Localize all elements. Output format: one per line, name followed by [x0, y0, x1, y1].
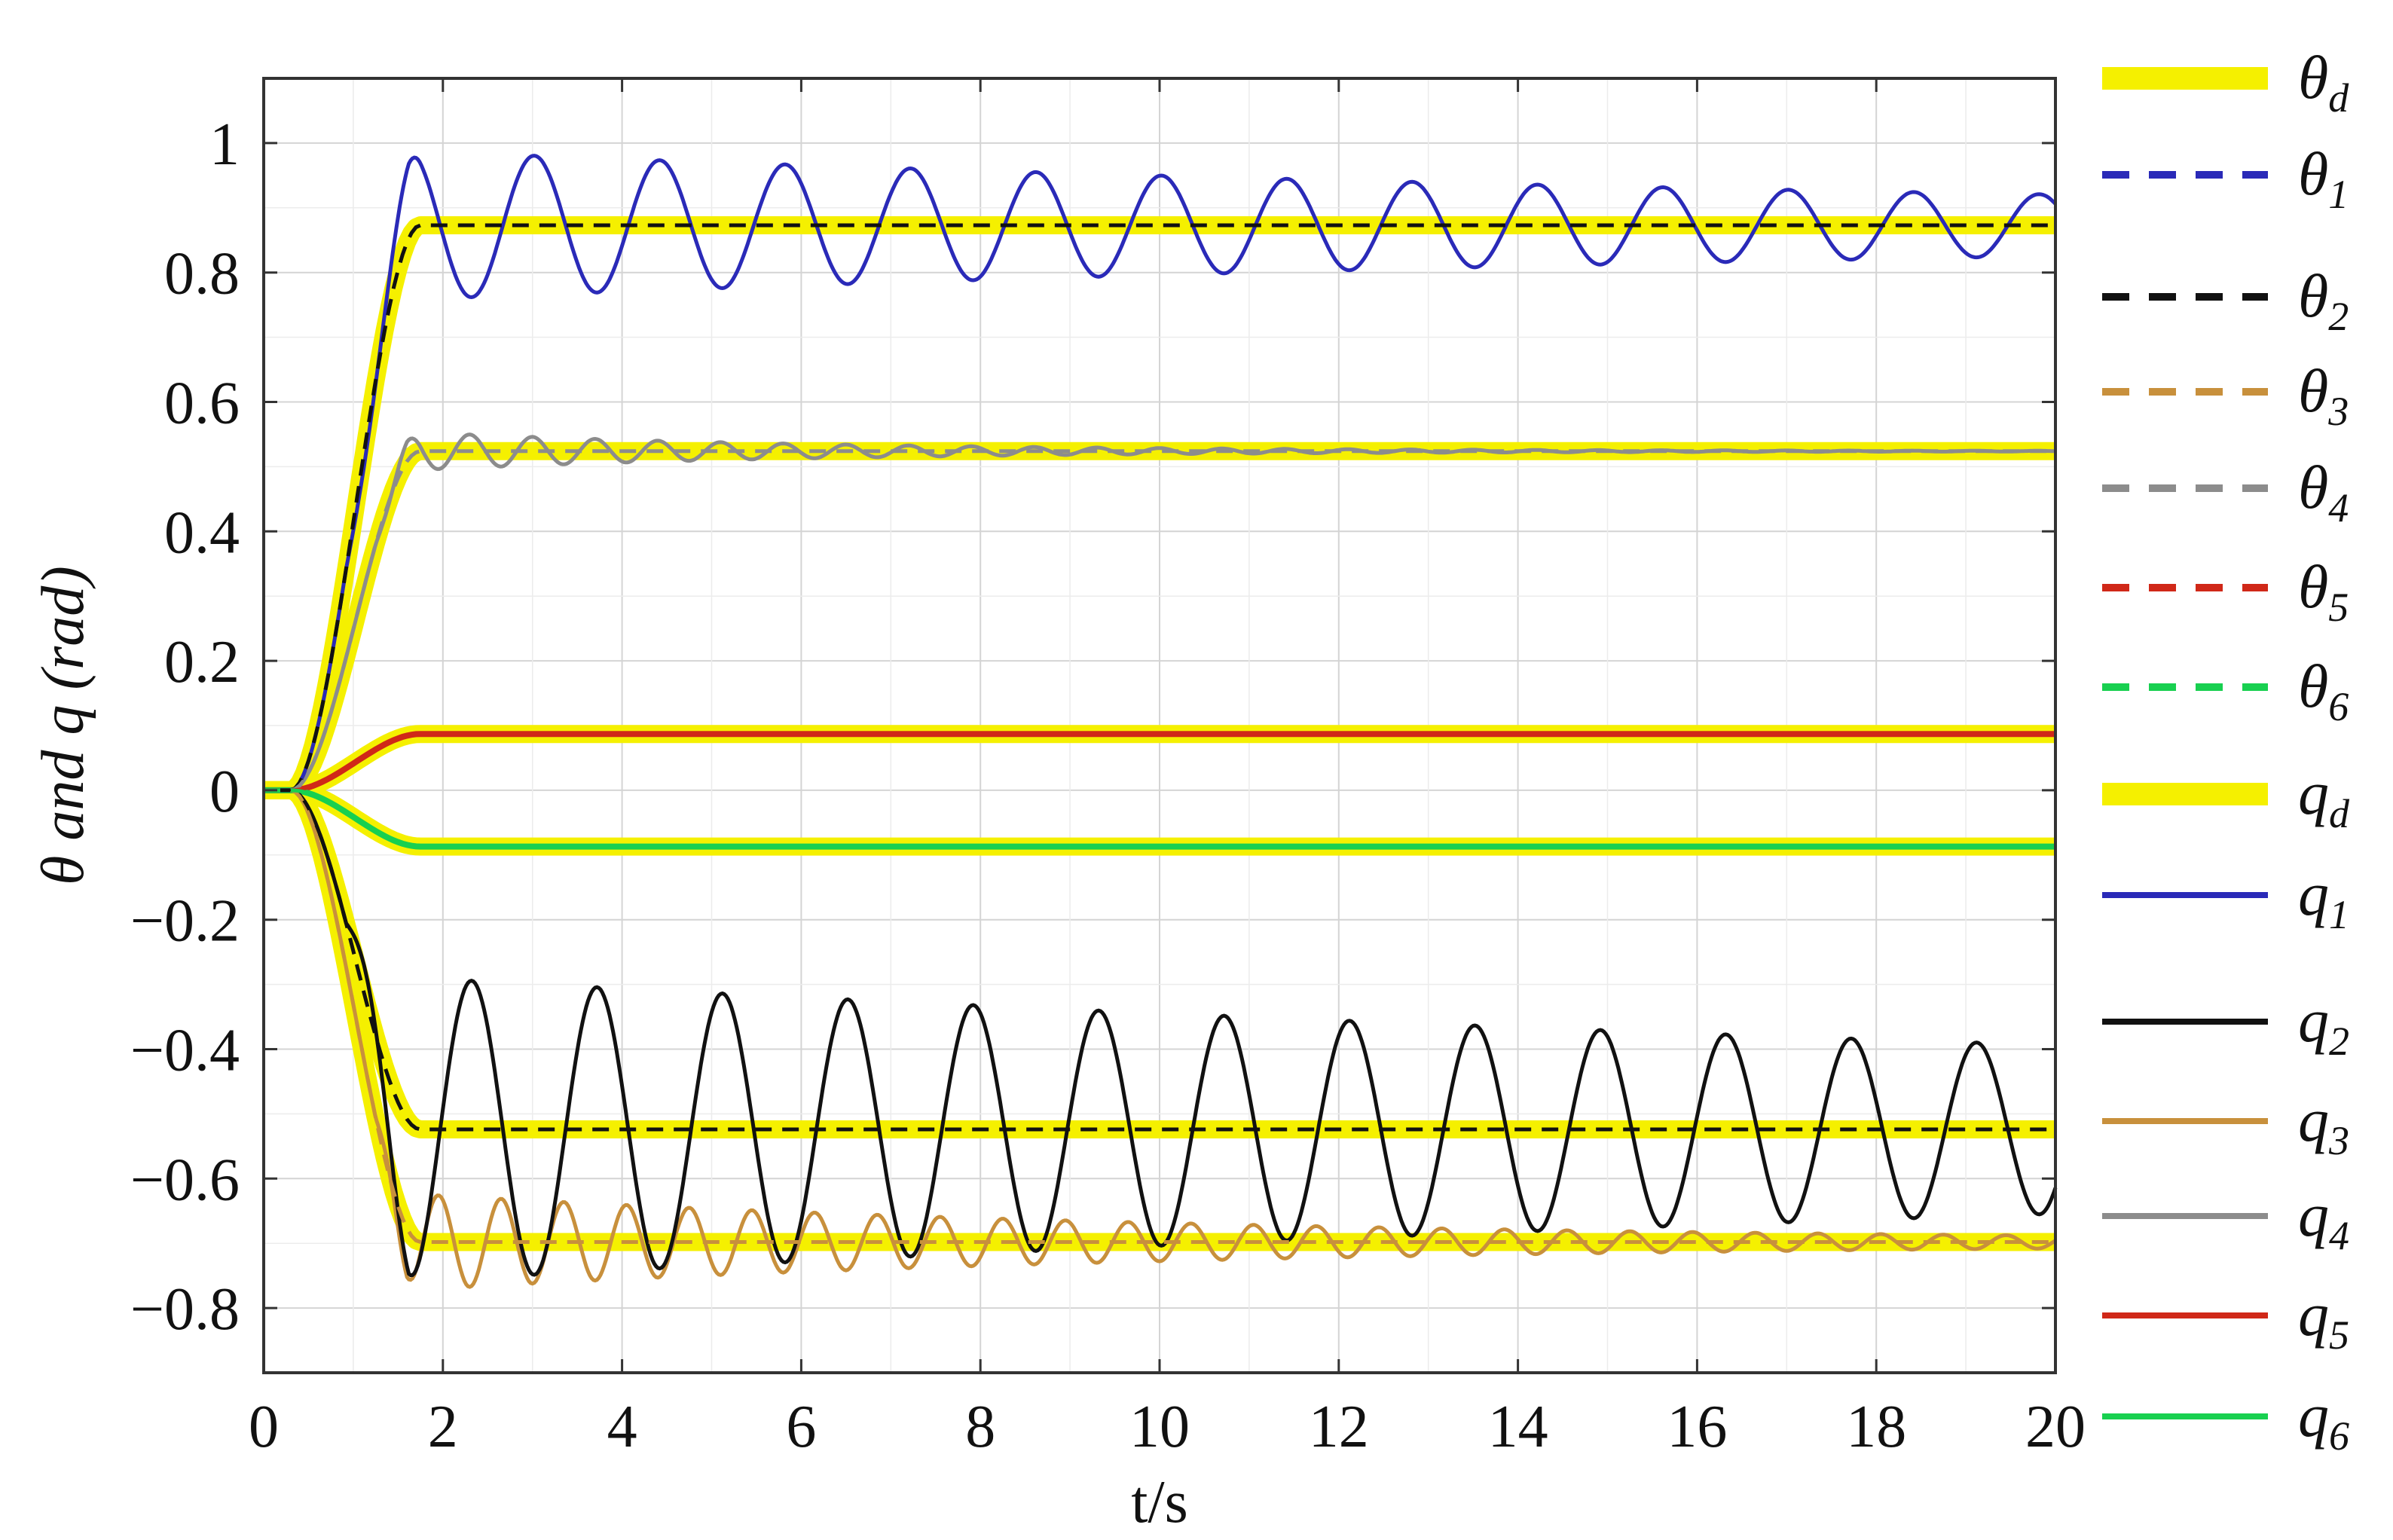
x-tick-label: 8 — [965, 1394, 995, 1460]
y-axis-label: θ and q (rad) — [30, 566, 96, 885]
legend-item: θ2 — [2102, 261, 2349, 339]
series-line-q3 — [264, 788, 2057, 1289]
y-tick-label: 0.4 — [164, 500, 240, 566]
legend-label-θ4: θ4 — [2298, 453, 2349, 530]
legend-item: q4 — [2102, 1181, 2349, 1258]
series-line-θ6 — [264, 788, 2055, 849]
legend-label-θ6: θ6 — [2298, 652, 2349, 729]
desired-trajectory-line — [258, 781, 2061, 1251]
legend-label-θ5: θ5 — [2298, 552, 2349, 630]
x-tick-label: 12 — [1309, 1394, 1369, 1460]
legend-item: θ3 — [2102, 356, 2349, 434]
legend-label-θd: θd — [2298, 43, 2349, 121]
x-tick-label: 18 — [1846, 1394, 1906, 1460]
legend-label-qd: qd — [2298, 759, 2350, 836]
legend-item: θd — [2102, 43, 2349, 121]
legend-label-θ3: θ3 — [2298, 356, 2349, 434]
legend-item: q3 — [2102, 1086, 2349, 1163]
x-tick-label: 14 — [1488, 1394, 1548, 1460]
series-line-q1 — [264, 154, 2057, 793]
grid-layer — [263, 78, 2056, 1373]
legend-label-q4: q4 — [2298, 1181, 2349, 1258]
legend-item: q2 — [2102, 986, 2349, 1064]
legend-label-q2: q2 — [2298, 986, 2349, 1064]
y-tick-label: 0.8 — [164, 241, 240, 307]
series-layer — [258, 154, 2061, 1289]
legend-label-q5: q5 — [2298, 1280, 2349, 1358]
legend-item: θ6 — [2102, 652, 2349, 729]
series-line-q2 — [264, 788, 2058, 1278]
y-tick-label: 0.6 — [164, 371, 240, 437]
x-tick-label: 16 — [1667, 1394, 1727, 1460]
legend-item: θ5 — [2102, 552, 2349, 630]
y-tick-label: −0.4 — [130, 1018, 240, 1084]
legend-label-q6: q6 — [2298, 1381, 2349, 1459]
y-tick-label: −0.8 — [130, 1276, 240, 1343]
legend-label-q3: q3 — [2298, 1086, 2349, 1163]
y-tick-label: 0.2 — [164, 629, 240, 695]
x-tick-label: 0 — [249, 1394, 279, 1460]
series-line-θ5 — [264, 732, 2055, 793]
x-tick-label: 2 — [428, 1394, 458, 1460]
legend-label-θ2: θ2 — [2298, 261, 2349, 339]
legend-label-θ1: θ1 — [2298, 139, 2349, 217]
legend-label-q1: q1 — [2298, 860, 2349, 937]
legend-item: q5 — [2102, 1280, 2349, 1358]
x-tick-label: 4 — [607, 1394, 637, 1460]
legend-item: θ1 — [2102, 139, 2349, 217]
series-line-q4 — [264, 432, 2056, 793]
x-axis-label: t/s — [1131, 1469, 1188, 1535]
x-tick-label: 10 — [1129, 1394, 1190, 1460]
x-tick-label: 20 — [2025, 1394, 2086, 1460]
legend-item: q6 — [2102, 1381, 2349, 1459]
x-tick-label: 6 — [786, 1394, 816, 1460]
y-tick-label: −0.6 — [130, 1147, 240, 1213]
legend: θd θ1 θ2 θ3 θ4 θ5 θ6 qd q1 q2 q3 q4 q5 q6 — [2102, 43, 2350, 1459]
y-tick-label: −0.2 — [130, 888, 240, 955]
legend-item: q1 — [2102, 860, 2349, 937]
tick-layer: 0 2 4 6 8 10 12 14 16 18 20 −0.8 −0.6 −0.4 −0.2 0 0.2 0.4… — [130, 78, 2086, 1460]
legend-item: θ4 — [2102, 453, 2349, 530]
y-tick-label: 1 — [209, 112, 240, 178]
legend-item: qd — [2102, 759, 2350, 836]
y-tick-label: 0 — [209, 759, 240, 825]
